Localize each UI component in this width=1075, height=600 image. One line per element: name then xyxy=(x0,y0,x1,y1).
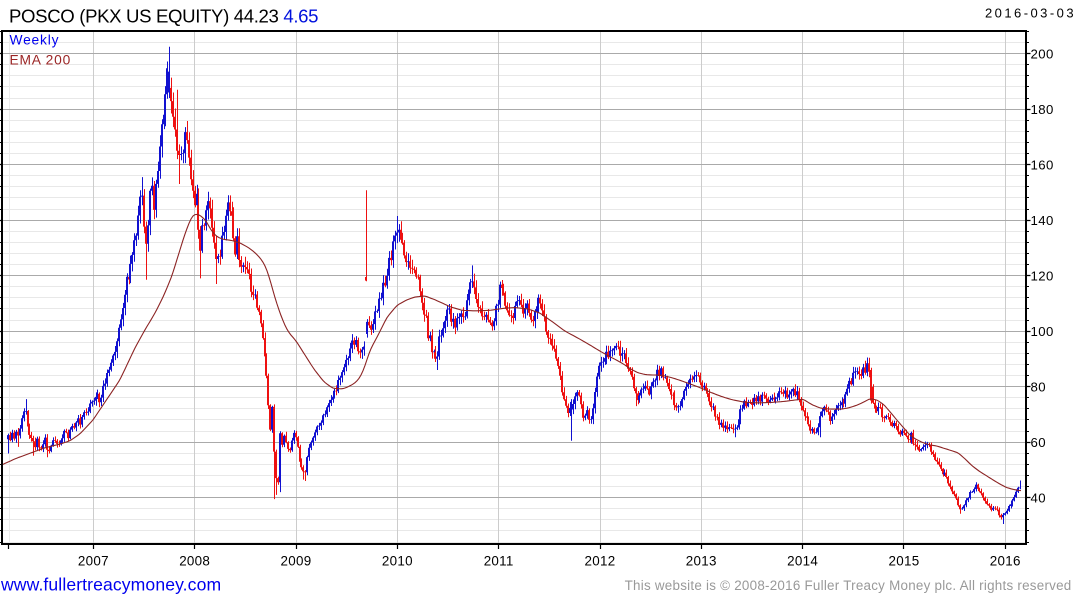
svg-text:POSCO (PKX US EQUITY) 44.23 4.: POSCO (PKX US EQUITY) 44.23 4.65 xyxy=(9,5,318,26)
svg-text:40: 40 xyxy=(1031,490,1046,505)
svg-text:2012: 2012 xyxy=(585,554,616,569)
svg-text:60: 60 xyxy=(1031,435,1046,450)
svg-text:160: 160 xyxy=(1031,157,1054,172)
svg-text:2014: 2014 xyxy=(787,554,818,569)
svg-text:2007: 2007 xyxy=(78,554,109,569)
svg-text:80: 80 xyxy=(1031,379,1046,394)
svg-text:120: 120 xyxy=(1031,268,1054,283)
svg-text:200: 200 xyxy=(1031,46,1054,61)
svg-text:2010: 2010 xyxy=(382,554,413,569)
svg-text:2015: 2015 xyxy=(889,554,920,569)
svg-text:2009: 2009 xyxy=(281,554,312,569)
svg-text:180: 180 xyxy=(1031,102,1054,117)
svg-text:Weekly: Weekly xyxy=(10,33,60,48)
svg-text:2016: 2016 xyxy=(990,554,1021,569)
svg-text:This website is © 2008-2016 Fu: This website is © 2008-2016 Fuller Treac… xyxy=(625,578,1072,593)
svg-text:100: 100 xyxy=(1031,324,1054,339)
svg-text:EMA 200: EMA 200 xyxy=(10,53,72,68)
svg-text:2011: 2011 xyxy=(484,554,514,569)
svg-text:2008: 2008 xyxy=(179,554,210,569)
svg-text:140: 140 xyxy=(1031,213,1054,228)
svg-text:2013: 2013 xyxy=(686,554,717,569)
svg-text:2016-03-03: 2016-03-03 xyxy=(985,6,1075,21)
svg-text:www.fullertreacymoney.com: www.fullertreacymoney.com xyxy=(0,575,221,595)
